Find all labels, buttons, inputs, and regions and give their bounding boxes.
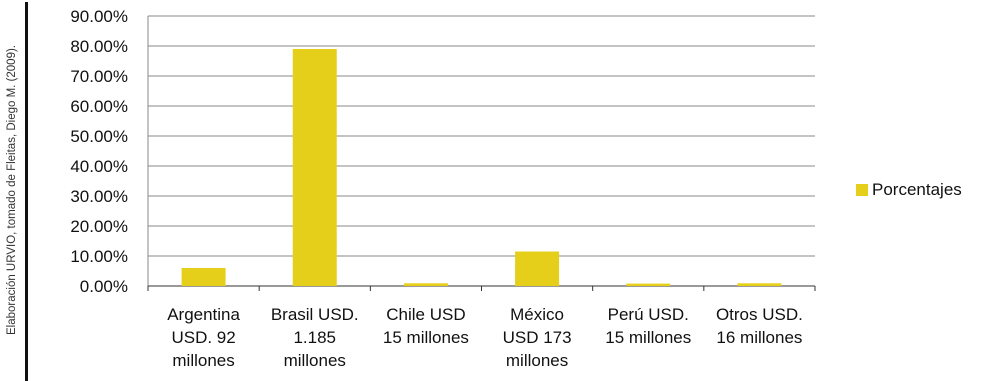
y-tick-label: 0.00% [80,277,128,296]
y-tick-label: 80.00% [70,37,128,56]
x-tick-label: México [510,305,564,324]
bar [737,283,782,286]
y-tick-label: 60.00% [70,97,128,116]
x-tick-label: USD 173 [503,328,572,347]
x-tick-label: 15 millones [383,328,469,347]
side-rule [25,2,28,381]
bar [403,283,448,286]
x-tick-label: Argentina [167,305,240,324]
x-tick-label: millones [172,351,234,370]
x-tick-label: USD. 92 [171,328,235,347]
x-tick-label: millones [284,351,346,370]
bar [515,251,560,286]
bar [292,49,337,286]
x-tick-label: millones [506,351,568,370]
legend-label: Porcentajes [872,180,962,199]
x-tick-label: 15 millones [605,328,691,347]
bar [181,268,226,286]
y-tick-label: 90.00% [70,7,128,26]
bar [626,283,671,286]
x-tick-label: Otros USD. [716,305,803,324]
legend: Porcentajes [856,180,962,200]
x-tick-label: Perú USD. [608,305,689,324]
y-tick-label: 10.00% [70,247,128,266]
y-tick-label: 20.00% [70,217,128,236]
y-tick-label: 70.00% [70,67,128,86]
y-tick-label: 50.00% [70,127,128,146]
legend-swatch [856,184,868,196]
x-tick-label: Chile USD [386,305,465,324]
x-tick-label: 16 millones [716,328,802,347]
x-tick-label: 1.185 [293,328,336,347]
y-tick-label: 30.00% [70,187,128,206]
x-tick-label: Brasil USD. [271,305,359,324]
y-tick-label: 40.00% [70,157,128,176]
